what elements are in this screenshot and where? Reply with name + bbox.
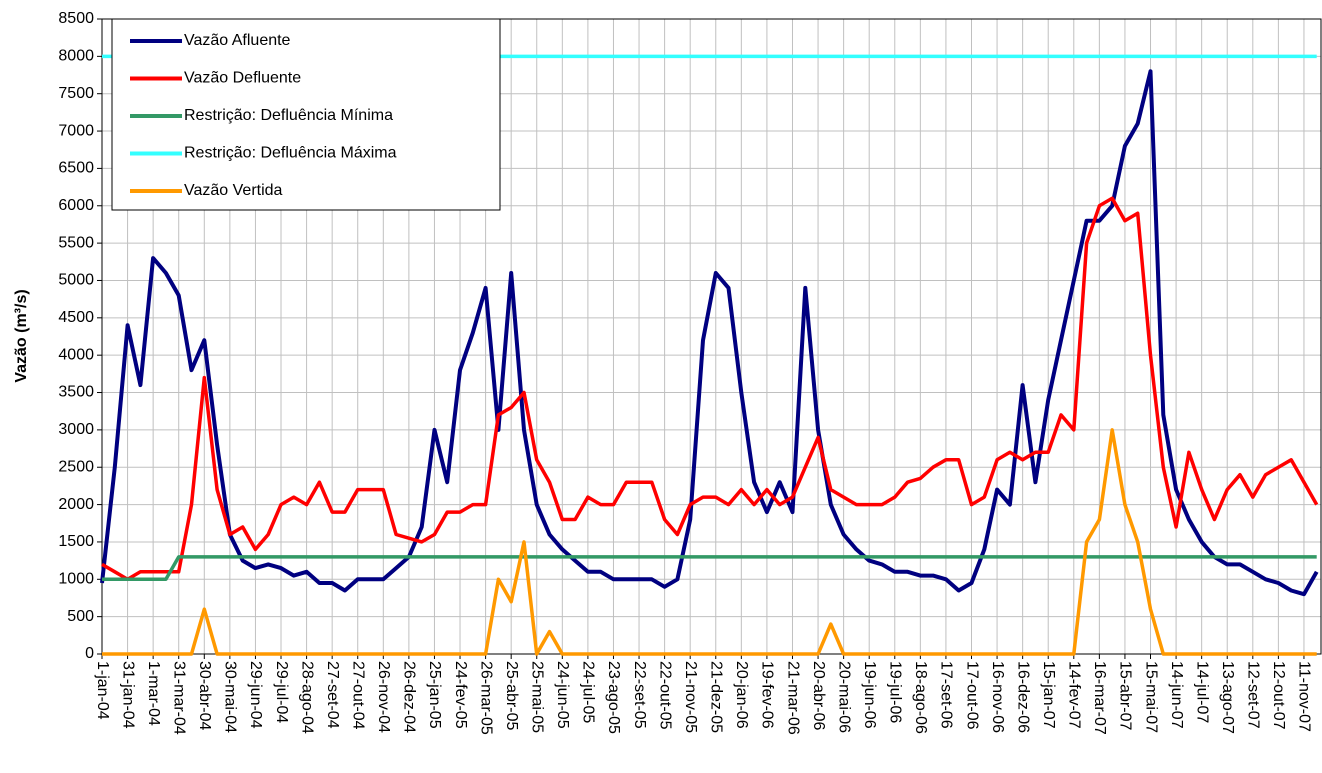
x-tick-label: 16-mar-07 — [1091, 661, 1108, 735]
legend-label: Vazão Afluente — [184, 32, 291, 49]
y-tick-label: 4500 — [58, 309, 94, 326]
x-tick-label: 27-set-04 — [324, 661, 341, 729]
x-tick-label: 25-jan-05 — [426, 661, 443, 729]
series-line — [102, 555, 1317, 582]
y-tick-label: 4000 — [58, 346, 94, 363]
y-tick-label: 8000 — [58, 48, 94, 65]
x-tick-label: 21-dez-05 — [708, 661, 725, 733]
y-tick-label: 3500 — [58, 384, 94, 401]
y-tick-label: 5500 — [58, 234, 94, 251]
y-tick-label: 1000 — [58, 571, 94, 588]
x-tick-label: 31-jan-04 — [119, 661, 136, 729]
x-tick-label: 18-ago-06 — [912, 661, 929, 734]
y-tick-label: 7500 — [58, 85, 94, 102]
x-tick-label: 31-mar-04 — [170, 661, 187, 735]
x-tick-label: 24-fev-05 — [452, 661, 469, 729]
x-tick-label: 21-mar-06 — [784, 661, 801, 735]
x-tick-label: 20-mai-06 — [835, 661, 852, 733]
legend-label: Restrição: Defluência Mínima — [184, 107, 393, 124]
x-tick-label: 14-fev-07 — [1066, 661, 1083, 729]
x-tick-label: 20-abr-06 — [810, 661, 827, 730]
x-tick-label: 11-nov-07 — [1296, 661, 1313, 732]
y-tick-label: 7000 — [58, 122, 94, 139]
x-tick-label: 30-abr-04 — [196, 661, 213, 730]
x-tick-label: 30-mai-04 — [222, 661, 239, 733]
x-tick-label: 19-fev-06 — [759, 661, 776, 729]
y-tick-label: 2500 — [58, 458, 94, 475]
x-tick-label: 16-nov-06 — [989, 661, 1006, 733]
x-tick-label: 12-set-07 — [1245, 661, 1262, 729]
x-tick-label: 19-jul-06 — [887, 661, 904, 723]
x-tick-label: 1-jan-04 — [94, 661, 111, 720]
x-tick-label: 14-jun-07 — [1168, 661, 1185, 729]
series-line — [101, 196, 1319, 582]
x-tick-label: 15-abr-07 — [1117, 661, 1134, 730]
x-tick-label: 27-out-04 — [349, 661, 366, 730]
x-tick-label: 20-jan-06 — [733, 661, 750, 729]
x-tick-label: 28-ago-04 — [298, 661, 315, 734]
x-tick-label: 19-jun-06 — [861, 661, 878, 729]
x-tick-label: 22-out-05 — [656, 661, 673, 730]
y-tick-label: 500 — [67, 608, 94, 625]
series-line — [102, 428, 1317, 656]
x-tick-label: 26-nov-04 — [375, 661, 392, 733]
x-tick-label: 13-ago-07 — [1219, 661, 1236, 734]
y-tick-label: 3000 — [58, 421, 94, 438]
y-tick-label: 2000 — [58, 496, 94, 513]
x-tick-label: 22-set-05 — [631, 661, 648, 729]
x-tick-label: 17-set-06 — [938, 661, 955, 729]
x-tick-label: 25-abr-05 — [503, 661, 520, 730]
legend-label: Vazão Defluente — [184, 70, 301, 87]
x-tick-label: 15-mai-07 — [1142, 661, 1159, 733]
y-tick-label: 8500 — [58, 10, 94, 27]
x-tick-label: 24-jul-05 — [580, 661, 597, 723]
x-tick-label: 16-dez-06 — [1014, 661, 1031, 733]
y-tick-label: 0 — [85, 645, 94, 662]
x-tick-label: 29-jul-04 — [273, 661, 290, 723]
x-tick-label: 12-out-07 — [1270, 661, 1287, 730]
x-tick-label: 17-out-06 — [963, 661, 980, 730]
x-tick-label: 26-dez-04 — [401, 661, 418, 733]
x-tick-label: 24-jun-05 — [554, 661, 571, 729]
legend-label: Vazão Vertida — [184, 182, 283, 199]
x-tick-label: 21-nov-05 — [682, 661, 699, 733]
x-tick-label: 29-jun-04 — [247, 661, 264, 729]
legend-label: Restrição: Defluência Máxima — [184, 145, 397, 162]
y-tick-label: 1500 — [58, 533, 94, 550]
x-tick-label: 23-ago-05 — [605, 661, 622, 734]
y-tick-label: 6000 — [58, 197, 94, 214]
x-tick-label: 26-mar-05 — [477, 661, 494, 735]
y-axis-label: Vazão (m³/s) — [13, 289, 30, 382]
y-tick-label: 5000 — [58, 272, 94, 289]
y-tick-label: 6500 — [58, 160, 94, 177]
x-tick-label: 15-jan-07 — [1040, 661, 1057, 729]
x-tick-label: 14-jul-07 — [1193, 661, 1210, 723]
series-line — [100, 69, 1319, 597]
x-tick-label: 25-mai-05 — [529, 661, 546, 733]
x-tick-label: 1-mar-04 — [145, 661, 162, 726]
